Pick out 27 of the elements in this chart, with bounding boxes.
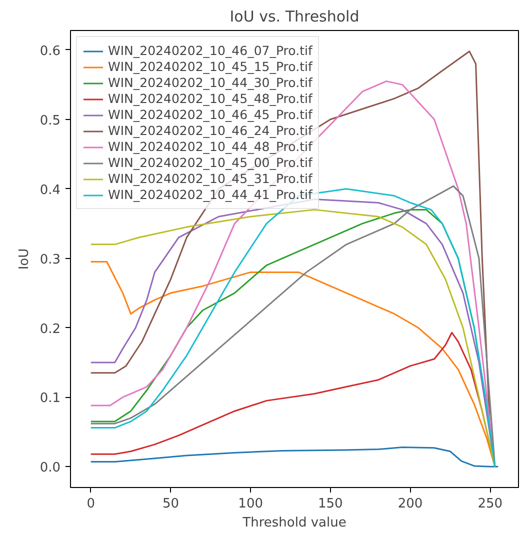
x-tick-label: 250 xyxy=(478,496,503,512)
y-tick-label: 0.6 xyxy=(40,44,61,59)
y-tick-label: 0.3 xyxy=(40,252,61,268)
line-series xyxy=(90,446,499,468)
legend-label: WIN_20240202_10_45_00_Pro.tif xyxy=(108,155,312,170)
x-tick-label: 50 xyxy=(162,496,179,512)
legend-label: WIN_20240202_10_46_24_Pro.tif xyxy=(108,123,312,138)
y-tick-label: 0.5 xyxy=(40,113,61,128)
legend-label: WIN_20240202_10_45_31_Pro.tif xyxy=(108,171,312,186)
legend-label: WIN_20240202_10_45_48_Pro.tif xyxy=(108,91,312,106)
legend-label: WIN_20240202_10_46_45_Pro.tif xyxy=(108,107,312,122)
x-tick-label: 200 xyxy=(398,496,423,512)
x-tick-label: 150 xyxy=(318,496,343,512)
chart-title: IoU vs. Threshold xyxy=(230,8,360,26)
legend-label: WIN_20240202_10_44_41_Pro.tif xyxy=(108,187,312,202)
x-tick-label: 100 xyxy=(238,496,263,512)
y-tick-label: 0.1 xyxy=(40,391,61,406)
legend-label: WIN_20240202_10_46_07_Pro.tif xyxy=(108,43,312,58)
y-tick-label: 0.2 xyxy=(40,322,61,337)
legend-label: WIN_20240202_10_45_15_Pro.tif xyxy=(108,59,312,74)
x-axis-title: Threshold value xyxy=(242,516,346,530)
legend-label: WIN_20240202_10_44_48_Pro.tif xyxy=(108,139,312,154)
legend-label: WIN_20240202_10_44_30_Pro.tif xyxy=(108,75,312,90)
x-tick-label: 0 xyxy=(86,496,96,512)
y-axis-title: IoU xyxy=(16,248,32,270)
y-tick-label: 0.0 xyxy=(40,460,61,476)
y-tick-label: 0.4 xyxy=(40,182,61,198)
